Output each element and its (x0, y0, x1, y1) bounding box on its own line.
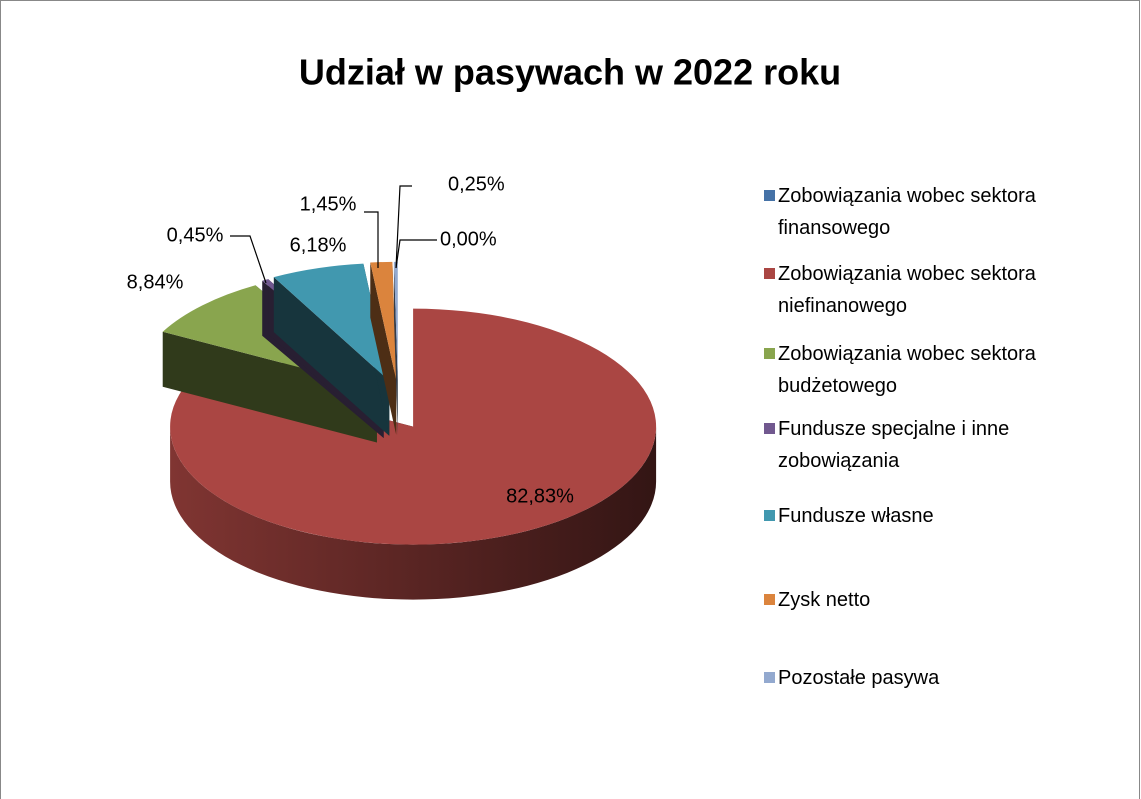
slice-top (273, 263, 390, 381)
legend-label: Zysk netto (778, 589, 871, 611)
slice-wall (170, 426, 657, 600)
legend-swatch (764, 672, 775, 683)
legend-label: Pozostałe pasywa (778, 667, 940, 689)
data-label: 0,45% (167, 224, 224, 246)
slice-side (273, 277, 390, 436)
legend-swatch (764, 348, 775, 359)
legend-swatch (764, 268, 775, 279)
legend-item: Zysk netto (764, 584, 1123, 616)
data-label: 0,25% (448, 173, 505, 195)
data-label: 0,00% (440, 228, 497, 250)
legend-item: Pozostałe pasywa (764, 662, 1123, 694)
chart-title: Udział w pasywach w 2022 roku (299, 52, 841, 93)
leader-line (395, 185, 412, 269)
pie-slice (370, 261, 397, 435)
legend-swatch (764, 190, 775, 201)
pie-slice (273, 263, 390, 436)
leader-line (230, 235, 267, 284)
slice-side (393, 261, 398, 435)
data-label: 6,18% (290, 234, 347, 256)
legend-item: Zobowiązania wobec sektora niefinanowego (764, 258, 1123, 322)
slice-top (370, 261, 397, 380)
legend-item: Fundusze specjalne i inne zobowiązania (764, 413, 1123, 477)
slice-top (393, 261, 398, 380)
legend-item: Fundusze własne (764, 500, 1123, 532)
legend-label: Zobowiązania wobec sektora budżetowego (778, 343, 1036, 397)
data-label: 82,83% (506, 485, 574, 507)
leader-line (364, 211, 379, 268)
slice-side (162, 331, 377, 443)
legend-swatch (764, 594, 775, 605)
leader-line (395, 239, 437, 269)
legend-item: Zobowiązania wobec sektora budżetowego (764, 338, 1123, 402)
legend-label: Fundusze własne (778, 505, 934, 527)
legend-label: Zobowiązania wobec sektora niefinanowego (778, 263, 1036, 317)
legend-swatch (764, 423, 775, 434)
data-label: 1,45% (300, 193, 357, 215)
data-label: 8,84% (127, 271, 184, 293)
slice-top (170, 308, 657, 545)
legend-label: Fundusze specjalne i inne zobowiązania (778, 418, 1010, 472)
legend-swatch (764, 510, 775, 521)
pie-slice (393, 261, 398, 435)
legend-label: Zobowiązania wobec sektora finansowego (778, 185, 1036, 239)
slice-side (370, 262, 397, 435)
legend-item: Zobowiązania wobec sektora finansowego (764, 180, 1123, 244)
